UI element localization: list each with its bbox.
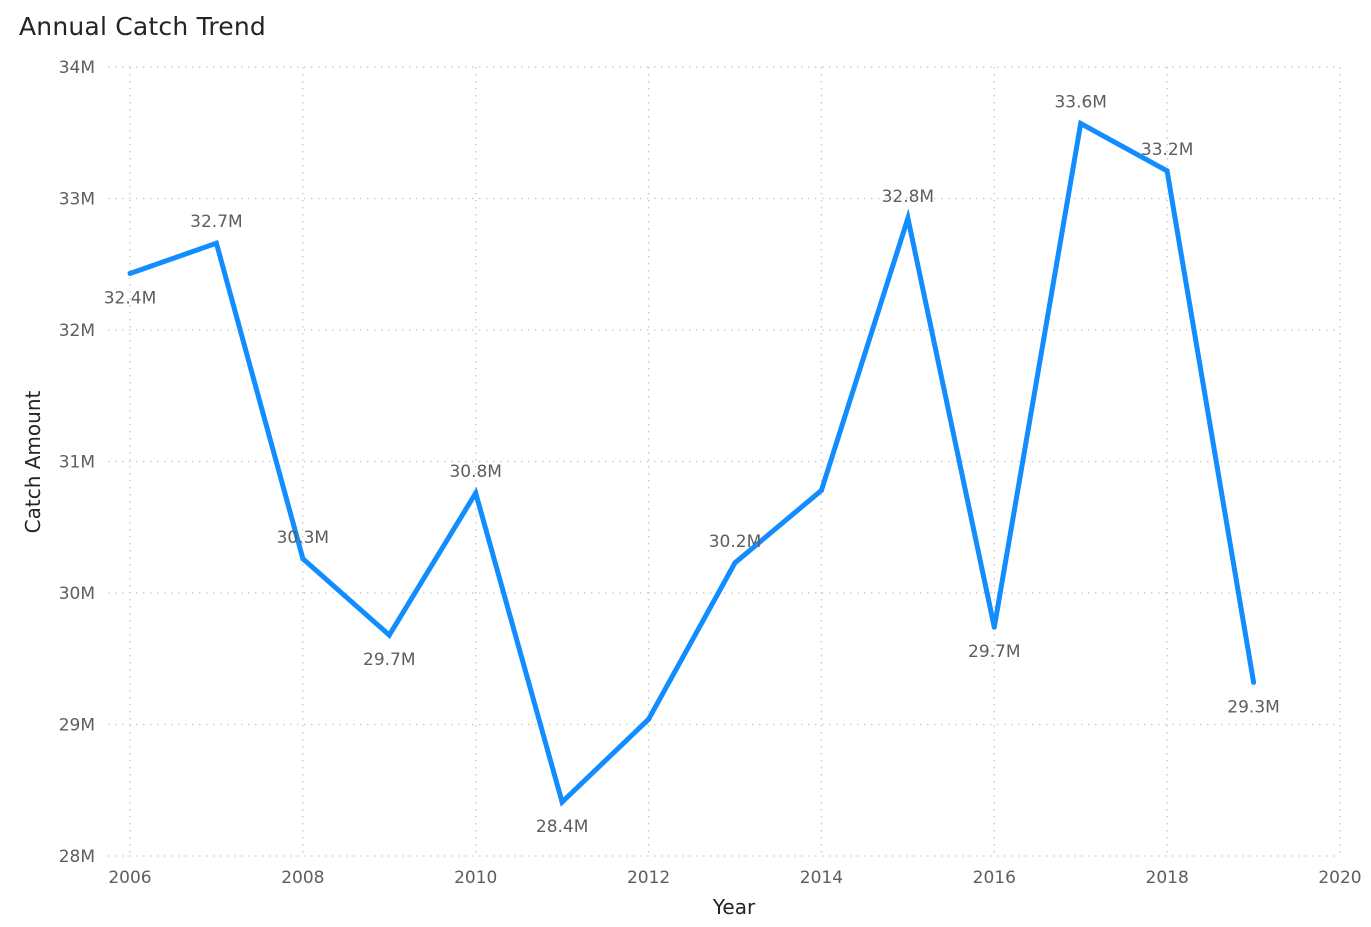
data-point [559, 799, 565, 805]
y-axis-title: Catch Amount [21, 391, 45, 534]
data-point [127, 270, 133, 276]
data-point [818, 487, 824, 493]
x-tick-label: 2018 [1146, 868, 1189, 888]
data-point [732, 560, 738, 566]
data-point [1251, 679, 1257, 685]
data-point [386, 632, 392, 638]
x-tick-label: 2016 [973, 868, 1016, 888]
data-label: 30.2M [709, 532, 762, 552]
y-tick-label: 32M [59, 321, 95, 341]
x-tick-label: 2012 [627, 868, 670, 888]
data-label: 29.7M [363, 650, 416, 670]
x-tick-label: 2010 [454, 868, 497, 888]
data-point [300, 556, 306, 562]
data-point [473, 490, 479, 496]
data-point [213, 240, 219, 246]
data-point [646, 716, 652, 722]
data-label: 29.7M [968, 642, 1021, 662]
series-line-layer [127, 119, 1257, 807]
y-tick-label: 34M [59, 58, 95, 78]
data-point [1078, 121, 1084, 127]
x-tick-label: 2008 [281, 868, 324, 888]
y-tick-label: 33M [59, 190, 95, 210]
x-tick-label: 2020 [1318, 868, 1361, 888]
grid-layer [108, 66, 1341, 857]
data-label: 33.2M [1141, 140, 1194, 160]
data-label: 30.3M [277, 528, 330, 548]
y-tick-label: 30M [59, 584, 95, 604]
x-tick-label: 2006 [108, 868, 151, 888]
y-tick-label: 29M [59, 716, 95, 736]
data-label: 32.4M [104, 288, 157, 308]
y-axis-ticks: 28M 29M 30M 31M 32M 33M 34M [59, 58, 95, 867]
y-tick-label: 31M [59, 453, 95, 473]
data-label: 32.8M [882, 187, 935, 207]
data-point [991, 624, 997, 630]
y-tick-label: 28M [59, 847, 95, 867]
x-tick-label: 2014 [800, 868, 843, 888]
data-labels-layer: 32.4M 32.7M 30.3M 29.7M 30.8M 28.4M 30.2M 32.8M… [104, 93, 1280, 838]
data-point [905, 215, 911, 221]
series-line [129, 119, 1257, 807]
data-label: 30.8M [449, 462, 502, 482]
data-label: 28.4M [536, 817, 589, 837]
data-label: 32.7M [190, 212, 243, 232]
data-label: 29.3M [1227, 697, 1280, 717]
x-axis-ticks: 2006 2008 2010 2012 2014 2016 2018 2020 [108, 868, 1361, 888]
data-label: 33.6M [1054, 93, 1107, 113]
chart-title: Annual Catch Trend [19, 12, 266, 41]
data-point [1164, 168, 1170, 174]
x-axis-title: Year [712, 895, 756, 919]
